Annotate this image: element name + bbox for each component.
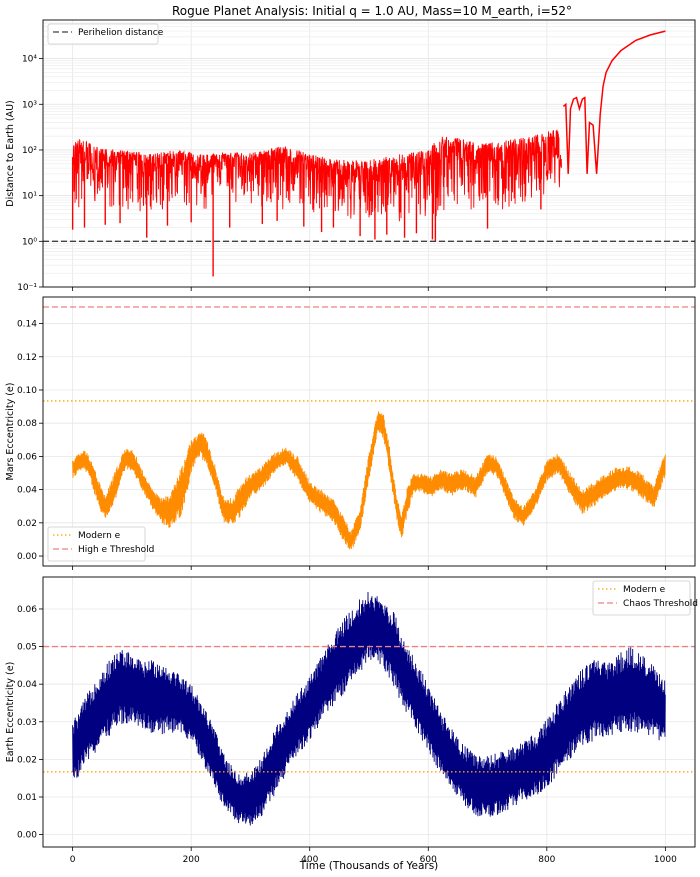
y-tick-label: 0.05	[17, 643, 37, 653]
y-axis-label: Mars Eccentricity (e)	[5, 383, 16, 481]
y-tick-label: 0.04	[17, 486, 37, 496]
y-tick-label: 0.02	[17, 519, 37, 529]
x-axis-label: Time (Thousands of Years)	[299, 860, 439, 872]
plot-area	[43, 591, 695, 826]
y-tick-label: 0.00	[17, 831, 37, 841]
y-axis-label: Earth Eccentricity (e)	[5, 662, 16, 763]
x-tick-label: 800	[538, 855, 555, 865]
data-band-distance	[72, 129, 562, 222]
y-tick-label: 0.12	[17, 353, 37, 363]
legend-entry: High e Threshold	[78, 545, 154, 555]
axes-frame	[42, 19, 696, 288]
plot-area	[43, 306, 695, 550]
data-band-mars	[72, 411, 666, 550]
legend-entry: Modern e	[78, 531, 121, 541]
legend: Modern e High e Threshold	[47, 526, 154, 562]
escape-trajectory-line	[562, 30, 666, 174]
x-tick-label: 1000	[654, 855, 677, 865]
y-tick-label: 0.03	[17, 718, 37, 728]
legend-entry: Modern e	[623, 585, 666, 595]
axes-frame	[42, 576, 696, 848]
legend: Modern e Chaos Threshold	[592, 580, 698, 616]
y-axis-label: Distance to Earth (AU)	[5, 100, 16, 206]
y-tick-label: 0.04	[17, 680, 37, 690]
legend-entry: Chaos Threshold	[623, 599, 698, 609]
x-tick-label: 400	[301, 855, 318, 865]
y-tick-label: 10⁴	[22, 55, 37, 65]
y-tick-label: 0.06	[17, 605, 37, 615]
axes-frame	[42, 296, 696, 567]
y-tick-label: 0.00	[17, 552, 37, 562]
x-tick-label: 600	[420, 855, 437, 865]
y-tick-label: 0.01	[17, 793, 37, 803]
x-tick-label: 0	[70, 855, 76, 865]
legend-box	[592, 580, 691, 616]
y-tick-label: 10⁰	[22, 237, 37, 247]
earth-eccentricity-panel: 0 200 400 600 800 1000 0.00 0.01 0.02 0.03 0.04 0.0…	[5, 576, 698, 865]
chart-title: Rogue Planet Analysis: Initial q = 1.0 A…	[172, 4, 572, 18]
y-tick-label: 0.02	[17, 755, 37, 765]
y-tick-label: 0.08	[17, 419, 37, 429]
legend-box	[47, 23, 159, 45]
y-tick-label: 10¹	[22, 192, 37, 202]
plot-area	[43, 30, 695, 277]
mars-eccentricity-panel: 0.00 0.02 0.04 0.06 0.08 0.10 0.12 0.14 Mars Ecc…	[5, 296, 696, 570]
data-band-earth	[72, 591, 666, 826]
y-tick-label: 0.06	[17, 452, 37, 462]
x-tick-label: 200	[183, 855, 200, 865]
distance-panel: 10⁻¹ 10⁰ 10¹ 10² 10³ 10⁴ Distance to Earth (AU…	[5, 19, 696, 293]
y-tick-label: 10⁻¹	[17, 283, 37, 293]
legend-box	[47, 526, 146, 562]
y-tick-label: 10³	[22, 100, 37, 110]
y-tick-label: 10²	[22, 146, 37, 156]
y-tick-label: 0.14	[17, 320, 37, 330]
y-tick-label: 0.10	[17, 386, 37, 396]
legend-entry: Perihelion distance	[78, 28, 164, 38]
legend: Perihelion distance	[47, 23, 164, 45]
